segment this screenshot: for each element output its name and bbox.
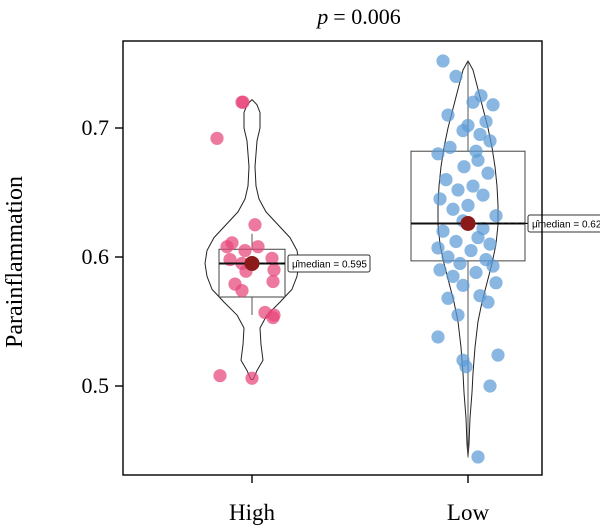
data-point <box>491 348 505 362</box>
median-marker <box>460 215 476 231</box>
data-point <box>483 237 497 251</box>
data-point <box>457 160 471 174</box>
data-point <box>439 173 453 187</box>
x-axis: High Low <box>229 475 489 525</box>
data-point <box>449 69 463 83</box>
data-point <box>433 263 447 277</box>
data-point <box>251 240 265 254</box>
y-axis-label: Parainflammation <box>2 176 28 348</box>
data-point <box>446 202 460 216</box>
data-point <box>489 209 503 223</box>
title-value: = 0.006 <box>333 4 400 29</box>
data-point <box>446 269 460 283</box>
data-point <box>453 256 467 271</box>
data-point <box>456 278 470 292</box>
data-point <box>220 240 234 254</box>
data-point <box>436 224 450 238</box>
y-tick-label: 0.5 <box>82 373 110 398</box>
data-point <box>431 147 445 161</box>
data-point <box>486 259 500 273</box>
data-point <box>449 234 463 249</box>
data-point <box>456 123 470 138</box>
data-point <box>466 95 480 109</box>
data-point <box>431 241 445 255</box>
median-label: μ̂median = 0.626 <box>532 218 600 230</box>
data-point <box>238 243 252 258</box>
data-point <box>466 179 480 193</box>
data-point <box>248 218 262 232</box>
data-point <box>451 308 465 322</box>
data-point <box>481 295 495 309</box>
data-point <box>479 114 493 129</box>
data-point <box>476 188 490 202</box>
median-label-box <box>287 254 371 273</box>
data-point <box>489 276 503 290</box>
data-point <box>236 95 250 109</box>
data-point <box>431 330 445 344</box>
title-p: p <box>315 4 328 29</box>
median-label-box <box>527 214 600 233</box>
data-point <box>436 54 450 68</box>
x-tick-label: Low <box>447 500 490 525</box>
data-point <box>210 131 224 145</box>
median-label: μ̂median = 0.595 <box>292 258 367 270</box>
data-point <box>461 198 475 212</box>
data-point <box>451 183 465 197</box>
data-point <box>481 166 495 180</box>
data-point <box>471 450 485 464</box>
data-point <box>266 274 280 289</box>
data-point <box>267 263 281 277</box>
y-tick-label: 0.6 <box>82 244 110 269</box>
data-point <box>265 251 279 265</box>
data-point <box>441 108 455 122</box>
data-point <box>213 369 227 383</box>
data-point <box>441 250 455 264</box>
data-point <box>459 360 473 374</box>
data-point <box>473 127 487 142</box>
plot-area: μ̂median = 0.595 μ̂median = 0.626 <box>204 54 600 464</box>
plot-frame <box>122 40 543 476</box>
data-point <box>471 231 485 245</box>
data-point <box>483 379 497 393</box>
y-axis: 0.5 0.6 0.7 <box>82 115 123 398</box>
data-point <box>469 265 483 280</box>
x-tick-label: High <box>229 500 276 525</box>
data-point <box>471 153 485 167</box>
data-point <box>245 371 259 385</box>
data-point <box>235 283 249 298</box>
chart-title: p = 0.006 <box>315 4 400 29</box>
data-point <box>266 311 280 325</box>
box-low <box>410 150 526 262</box>
y-tick-label: 0.7 <box>82 115 110 140</box>
data-point <box>443 140 457 154</box>
data-point <box>486 98 500 112</box>
data-point <box>464 243 478 258</box>
data-point <box>433 192 447 206</box>
data-point <box>483 134 497 148</box>
median-marker <box>244 255 260 271</box>
data-point <box>441 291 455 305</box>
